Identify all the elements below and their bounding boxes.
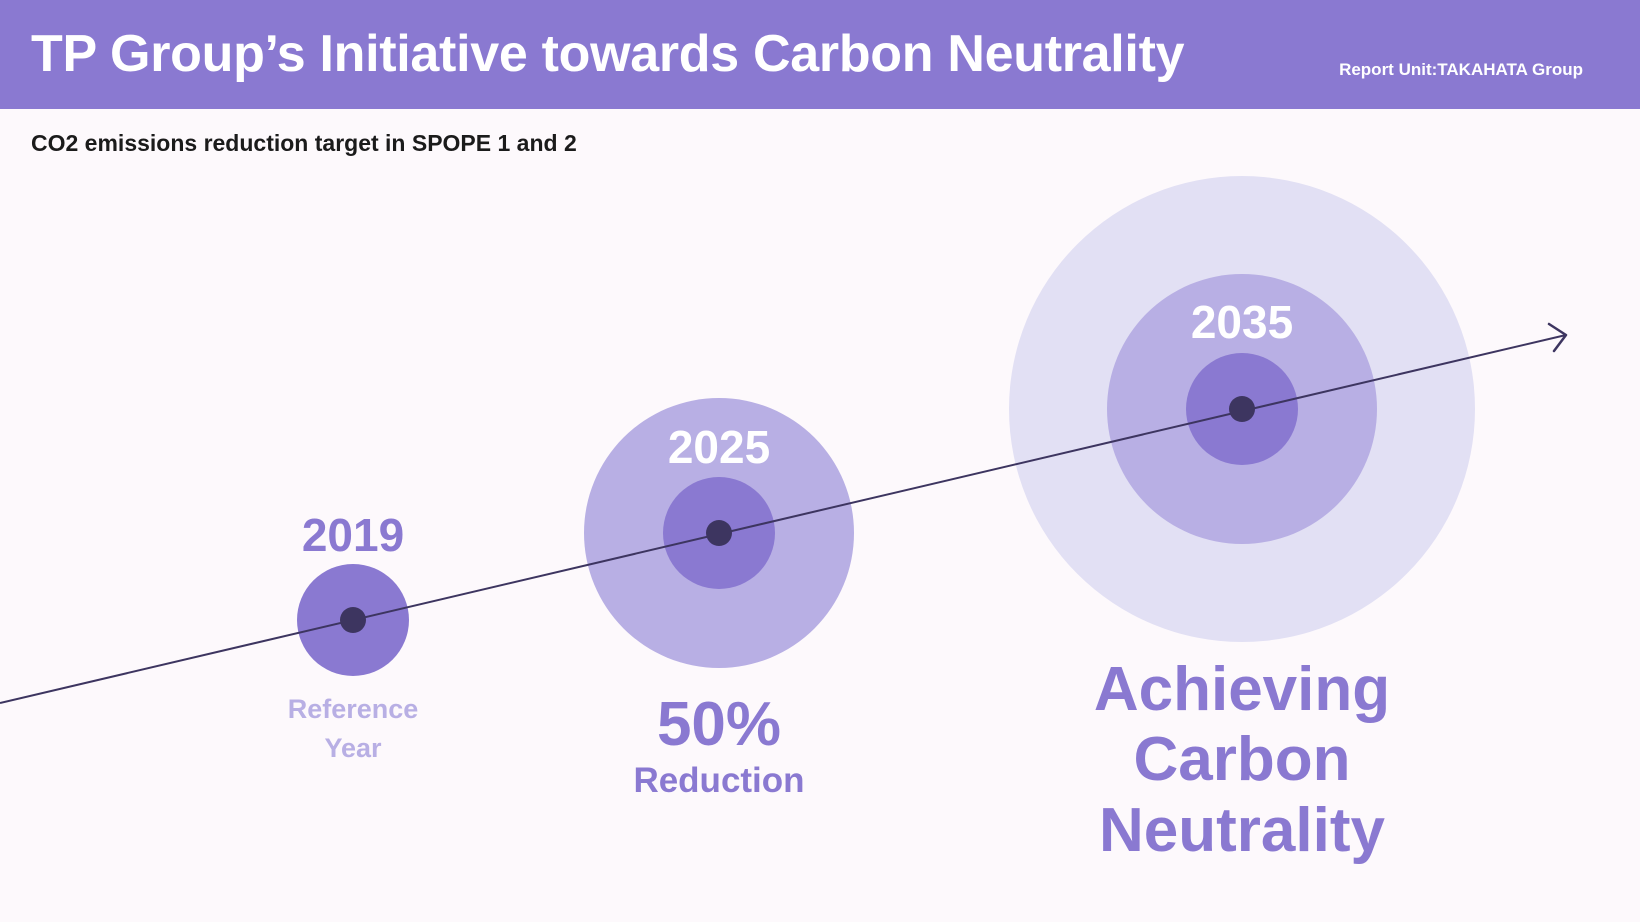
milestone-2025-dot (706, 520, 732, 546)
milestone-2035-caption-line: Neutrality (1099, 796, 1385, 865)
milestone-2035-year: 2035 (1191, 296, 1293, 348)
milestone-2019-caption-line: Reference (288, 694, 419, 724)
milestone-2025-year: 2025 (668, 421, 770, 473)
milestone-2025-reduction-percent: 50% (657, 690, 781, 759)
arrow-head-icon (1547, 322, 1568, 353)
milestone-2035-caption-line: Carbon (1134, 725, 1351, 794)
milestone-2025-caption-line: Reduction (633, 761, 804, 800)
report-unit-label: Report Unit:TAKAHATA Group (1339, 60, 1583, 79)
milestone-2019-dot (340, 607, 366, 633)
milestone-2019-caption-line: Year (324, 733, 382, 763)
timeline-line (0, 334, 1567, 704)
header-bar: TP Group’s Initiative towards Carbon Neu… (0, 0, 1640, 109)
milestone-2035-caption-line: Achieving (1094, 655, 1390, 724)
section-subtitle: CO2 emissions reduction target in SPOPE … (31, 130, 577, 156)
page-title: TP Group’s Initiative towards Carbon Neu… (31, 25, 1185, 83)
milestone-2019-year: 2019 (302, 509, 404, 561)
milestone-2035-dot (1229, 396, 1255, 422)
